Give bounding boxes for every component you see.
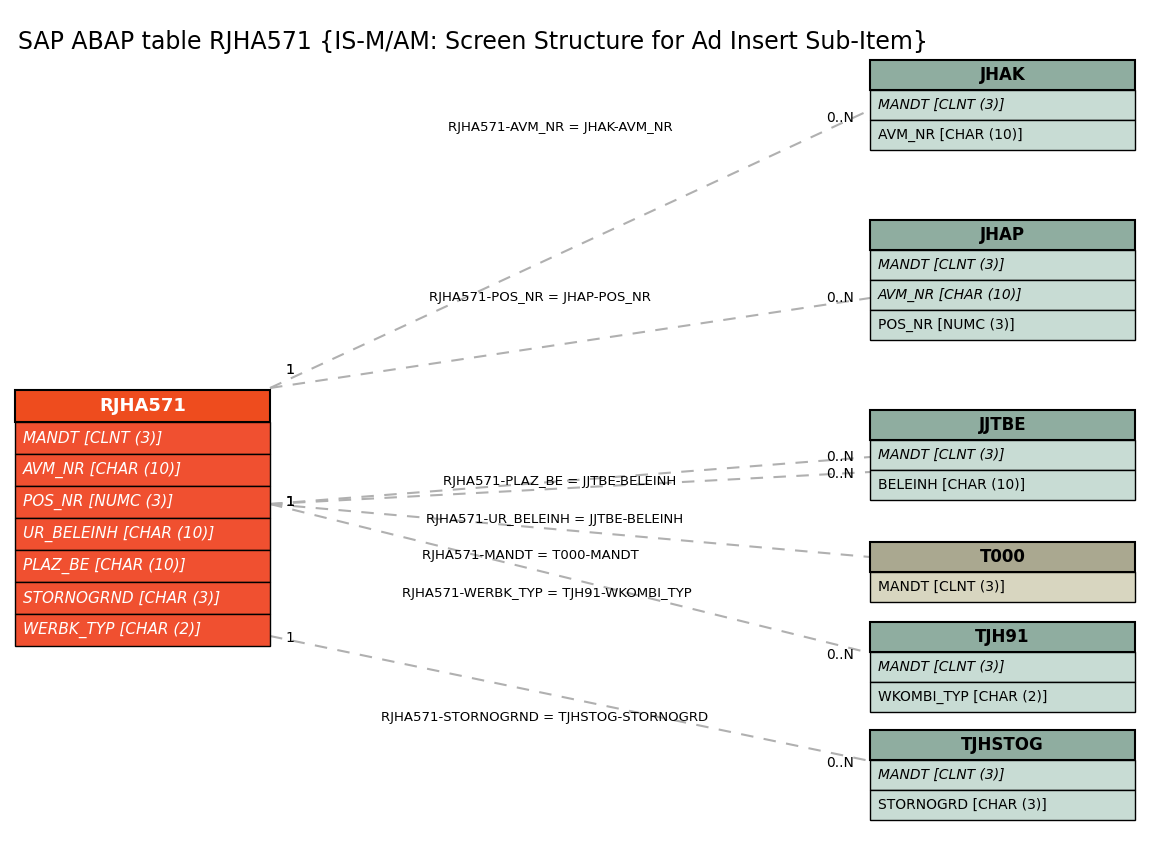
Text: JHAP: JHAP	[980, 226, 1025, 244]
Text: AVM_NR [CHAR (10)]: AVM_NR [CHAR (10)]	[878, 288, 1023, 302]
Bar	[15, 486, 270, 518]
Text: JJTBE: JJTBE	[979, 416, 1026, 434]
Text: POS_NR [NUMC (3)]: POS_NR [NUMC (3)]	[23, 494, 173, 510]
Text: 0..N: 0..N	[826, 467, 854, 481]
Bar	[15, 422, 270, 454]
Text: RJHA571-POS_NR = JHAP-POS_NR: RJHA571-POS_NR = JHAP-POS_NR	[429, 292, 651, 305]
Text: RJHA571-WERBK_TYP = TJH91-WKOMBI_TYP: RJHA571-WERBK_TYP = TJH91-WKOMBI_TYP	[402, 587, 692, 600]
Text: WERBK_TYP [CHAR (2)]: WERBK_TYP [CHAR (2)]	[23, 622, 201, 638]
Bar	[870, 790, 1135, 820]
Bar	[870, 410, 1135, 440]
Text: 1: 1	[286, 363, 294, 377]
Bar	[15, 582, 270, 614]
Bar	[15, 454, 270, 486]
Text: 1: 1	[286, 495, 294, 509]
Bar	[870, 250, 1135, 280]
Bar	[870, 90, 1135, 120]
Text: POS_NR [NUMC (3)]: POS_NR [NUMC (3)]	[878, 318, 1015, 332]
Text: JHAK: JHAK	[980, 66, 1025, 84]
Bar	[870, 682, 1135, 712]
Text: 0..N: 0..N	[826, 291, 854, 305]
Text: MANDT [CLNT (3)]: MANDT [CLNT (3)]	[878, 660, 1004, 674]
Text: RJHA571: RJHA571	[99, 397, 186, 415]
Bar	[870, 60, 1135, 90]
Text: MANDT [CLNT (3)]: MANDT [CLNT (3)]	[878, 448, 1004, 462]
Text: 1: 1	[286, 363, 294, 377]
Text: RJHA571-STORNOGRND = TJHSTOG-STORNOGRD: RJHA571-STORNOGRND = TJHSTOG-STORNOGRD	[381, 711, 709, 724]
Text: AVM_NR [CHAR (10)]: AVM_NR [CHAR (10)]	[878, 128, 1023, 142]
Bar	[15, 390, 270, 422]
Text: 1: 1	[286, 495, 294, 509]
Bar	[870, 730, 1135, 760]
Text: STORNOGRND [CHAR (3)]: STORNOGRND [CHAR (3)]	[23, 591, 221, 605]
Text: 1: 1	[286, 631, 294, 645]
Text: WKOMBI_TYP [CHAR (2)]: WKOMBI_TYP [CHAR (2)]	[878, 690, 1048, 704]
Bar	[870, 572, 1135, 602]
Text: RJHA571-AVM_NR = JHAK-AVM_NR: RJHA571-AVM_NR = JHAK-AVM_NR	[448, 121, 672, 134]
Text: UR_BELEINH [CHAR (10)]: UR_BELEINH [CHAR (10)]	[23, 526, 215, 542]
Bar	[870, 760, 1135, 790]
Text: MANDT [CLNT (3)]: MANDT [CLNT (3)]	[878, 258, 1004, 272]
Text: RJHA571-UR_BELEINH = JJTBE-BELEINH: RJHA571-UR_BELEINH = JJTBE-BELEINH	[426, 513, 684, 526]
Text: 1: 1	[286, 495, 294, 509]
Bar	[870, 280, 1135, 310]
Bar	[870, 652, 1135, 682]
Text: RJHA571-PLAZ_BE = JJTBE-BELEINH: RJHA571-PLAZ_BE = JJTBE-BELEINH	[444, 475, 677, 488]
Text: RJHA571-MANDT = T000-MANDT: RJHA571-MANDT = T000-MANDT	[422, 549, 639, 562]
Text: 0..N: 0..N	[826, 111, 854, 125]
Bar	[870, 220, 1135, 250]
Text: TJHSTOG: TJHSTOG	[961, 736, 1044, 754]
Text: BELEINH [CHAR (10)]: BELEINH [CHAR (10)]	[878, 478, 1025, 492]
Text: 0..N: 0..N	[826, 756, 854, 770]
Bar	[15, 550, 270, 582]
Text: MANDT [CLNT (3)]: MANDT [CLNT (3)]	[878, 768, 1004, 782]
Text: 0..N: 0..N	[826, 450, 854, 464]
Text: SAP ABAP table RJHA571 {IS-M/AM: Screen Structure for Ad Insert Sub-Item}: SAP ABAP table RJHA571 {IS-M/AM: Screen …	[18, 30, 928, 54]
Text: STORNOGRD [CHAR (3)]: STORNOGRD [CHAR (3)]	[878, 798, 1047, 812]
Bar	[870, 440, 1135, 470]
Text: T000: T000	[980, 548, 1025, 566]
Text: MANDT [CLNT (3)]: MANDT [CLNT (3)]	[878, 98, 1004, 112]
Text: 0..N: 0..N	[826, 648, 854, 662]
Text: PLAZ_BE [CHAR (10)]: PLAZ_BE [CHAR (10)]	[23, 558, 186, 574]
Bar	[870, 542, 1135, 572]
Bar	[870, 120, 1135, 150]
Text: MANDT [CLNT (3)]: MANDT [CLNT (3)]	[23, 430, 162, 445]
Text: AVM_NR [CHAR (10)]: AVM_NR [CHAR (10)]	[23, 461, 183, 478]
Bar	[15, 518, 270, 550]
Text: 1: 1	[286, 495, 294, 509]
Bar	[15, 614, 270, 646]
Bar	[870, 622, 1135, 652]
Text: MANDT [CLNT (3)]: MANDT [CLNT (3)]	[878, 580, 1005, 594]
Text: TJH91: TJH91	[976, 628, 1030, 646]
Bar	[870, 470, 1135, 500]
Bar	[870, 310, 1135, 340]
